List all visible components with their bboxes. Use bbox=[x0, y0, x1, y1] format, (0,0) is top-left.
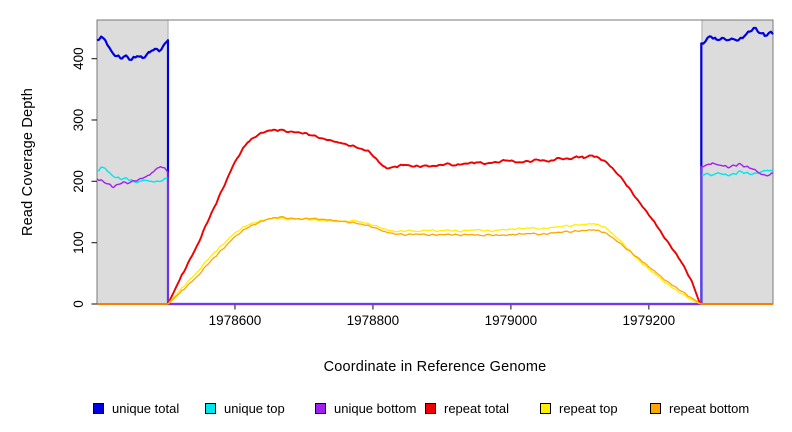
legend-label: repeat top bbox=[559, 400, 618, 416]
legend-swatch-unique-bottom bbox=[315, 402, 326, 414]
plot-box bbox=[96, 19, 774, 305]
x-axis-title: Coordinate in Reference Genome bbox=[323, 359, 547, 375]
series-line-repeat-top bbox=[97, 217, 773, 305]
legend: unique total unique top unique bottom repea… bbox=[0, 400, 792, 422]
x-tick-label: 1978600 bbox=[209, 313, 262, 328]
y-tick-label: 400 bbox=[71, 47, 86, 70]
legend-label: unique total bbox=[112, 400, 180, 416]
legend-swatch-repeat-top bbox=[540, 402, 551, 414]
y-tick-label: 0 bbox=[71, 300, 86, 308]
legend-item-unique-total: unique total bbox=[93, 400, 179, 416]
y-tick-label: 200 bbox=[71, 170, 86, 193]
legend-swatch-repeat-bottom bbox=[650, 402, 661, 414]
x-tick-label: 1978800 bbox=[347, 313, 400, 328]
legend-item-repeat-top: repeat top bbox=[540, 400, 618, 416]
legend-label: unique top bbox=[224, 400, 285, 416]
legend-label: repeat bottom bbox=[669, 400, 750, 416]
series-line-unique-bottom bbox=[96, 162, 774, 305]
y-tick-label: 300 bbox=[71, 109, 86, 132]
legend-item-repeat-bottom: repeat bottom bbox=[650, 400, 749, 416]
unique-region-left bbox=[96, 19, 169, 305]
legend-swatch-unique-total bbox=[93, 402, 104, 414]
legend-item-repeat-total: repeat total bbox=[425, 400, 509, 416]
x-tick-label: 1979200 bbox=[623, 313, 676, 328]
x-tick-label: 1979000 bbox=[485, 313, 538, 328]
legend-label: repeat total bbox=[444, 400, 510, 416]
y-axis-title: Read Coverage Depth bbox=[20, 87, 36, 237]
legend-swatch-unique-top bbox=[205, 402, 216, 414]
unique-region-right bbox=[701, 19, 774, 305]
legend-item-unique-bottom: unique bottom bbox=[315, 400, 416, 416]
legend-item-unique-top: unique top bbox=[205, 400, 285, 416]
y-tick-label: 100 bbox=[71, 231, 86, 254]
series-line-repeat-total bbox=[97, 128, 773, 305]
legend-swatch-repeat-total bbox=[425, 402, 436, 414]
series-line-repeat-bottom bbox=[97, 216, 773, 305]
legend-label: unique bottom bbox=[334, 400, 417, 416]
